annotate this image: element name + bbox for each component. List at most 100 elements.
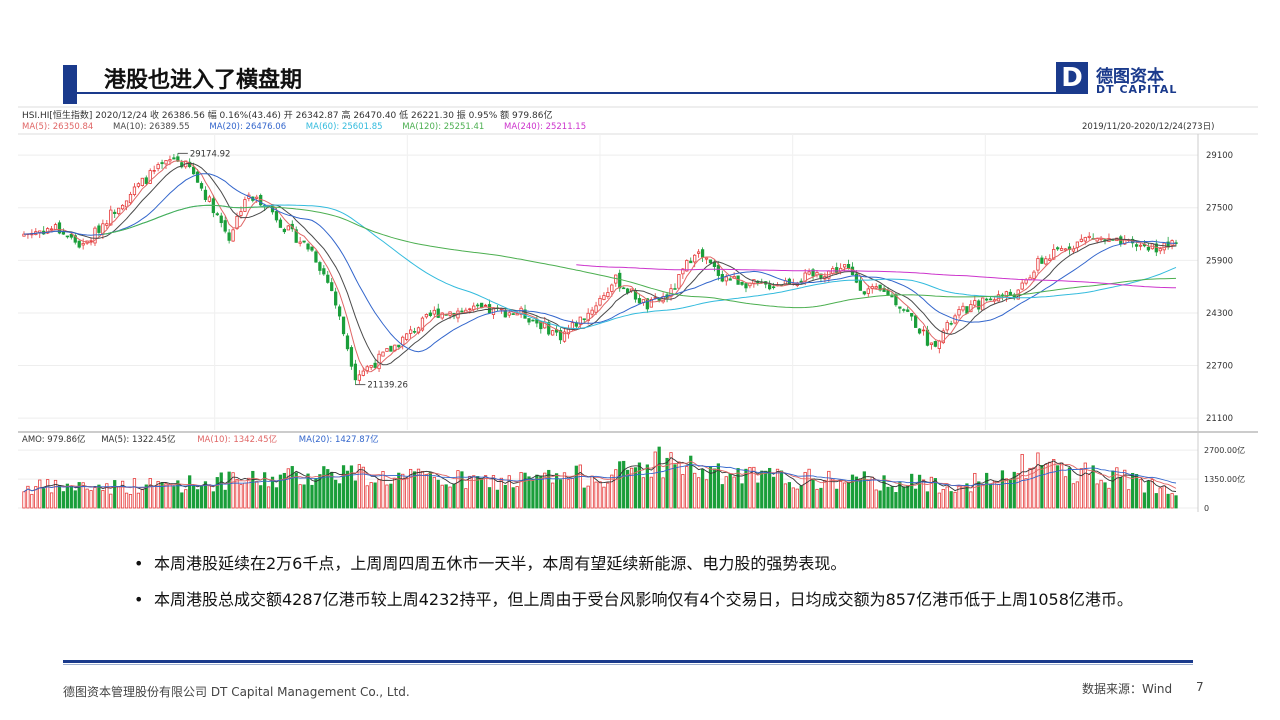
volume-bar bbox=[1048, 461, 1052, 509]
volume-bar bbox=[227, 471, 231, 509]
volume-bar bbox=[669, 452, 673, 509]
volume-bar bbox=[574, 465, 578, 509]
candle-body bbox=[531, 319, 535, 322]
volume-bar bbox=[551, 482, 555, 509]
volume-bar bbox=[263, 472, 267, 509]
candle-body bbox=[740, 281, 744, 285]
volume-bar bbox=[929, 476, 934, 509]
volume-bar bbox=[128, 494, 133, 509]
volume-bar bbox=[511, 487, 515, 509]
logo-chinese-name: 德图资本 bbox=[1096, 67, 1164, 87]
low-annotation: 21139.26 bbox=[367, 381, 408, 391]
volume-tick-label: 1350.00亿 bbox=[1204, 474, 1245, 484]
candle-body bbox=[906, 309, 910, 312]
volume-bar bbox=[424, 474, 429, 509]
volume-bar bbox=[700, 468, 705, 509]
candle-body bbox=[799, 280, 803, 283]
candle-body bbox=[460, 310, 464, 313]
candle-body bbox=[677, 274, 681, 289]
candle-body bbox=[349, 347, 354, 367]
candle-body bbox=[657, 298, 661, 301]
ma-line bbox=[23, 162, 1177, 366]
volume-bar bbox=[985, 472, 989, 509]
candle-body bbox=[337, 306, 342, 317]
volume-bar bbox=[1166, 493, 1170, 509]
volume-bar bbox=[144, 484, 148, 509]
volume-bar bbox=[365, 485, 369, 509]
volume-bar bbox=[113, 480, 117, 509]
volume-bar bbox=[523, 472, 527, 509]
candle-body bbox=[1056, 247, 1060, 250]
candle-body bbox=[917, 328, 922, 334]
volume-bar bbox=[81, 482, 85, 509]
candle-body bbox=[428, 312, 432, 317]
candle-body bbox=[314, 251, 318, 263]
candle-body bbox=[298, 241, 302, 244]
volume-bar bbox=[219, 472, 223, 509]
volume-bar bbox=[1115, 467, 1119, 509]
candle-body bbox=[160, 162, 164, 165]
volume-bar bbox=[310, 484, 314, 509]
volume-bar bbox=[152, 485, 156, 509]
volume-bar bbox=[1044, 464, 1048, 509]
candle-body bbox=[878, 284, 882, 291]
volume-bar bbox=[172, 486, 176, 509]
volume-bar bbox=[799, 485, 803, 509]
candle-body bbox=[1162, 242, 1166, 251]
bullet-list: • 本周港股延续在2万6千点，上周周四周五休市一天半，本周有望延续新能源、电力股… bbox=[130, 553, 1180, 625]
candle-body bbox=[977, 300, 981, 310]
candle-body bbox=[46, 228, 50, 234]
volume-bar bbox=[231, 472, 235, 509]
candle-body bbox=[606, 292, 610, 297]
volume-bar bbox=[412, 471, 417, 509]
volume-bar bbox=[917, 474, 922, 509]
candle-body bbox=[310, 246, 314, 251]
volume-bar bbox=[156, 481, 160, 509]
volume-bar bbox=[1138, 479, 1143, 509]
volume-tick-label: 0 bbox=[1204, 504, 1209, 512]
candle-body bbox=[1032, 271, 1036, 279]
candle-body bbox=[49, 228, 54, 231]
volume-bar bbox=[835, 488, 839, 509]
candle-body bbox=[73, 235, 77, 243]
page-number: 7 bbox=[1196, 680, 1204, 694]
candle-body bbox=[1024, 279, 1028, 284]
candle-body bbox=[949, 322, 953, 325]
volume-bar bbox=[732, 476, 736, 509]
volume-bar bbox=[531, 479, 535, 509]
volume-bar bbox=[566, 479, 571, 509]
volume-bar bbox=[716, 463, 720, 509]
volume-bar bbox=[476, 476, 480, 509]
volume-bar bbox=[578, 464, 582, 509]
volume-bar bbox=[341, 465, 346, 509]
candle-body bbox=[961, 305, 965, 311]
volume-bar bbox=[132, 478, 137, 509]
volume-bar bbox=[945, 486, 949, 509]
candle-body bbox=[957, 309, 961, 316]
candle-body bbox=[195, 171, 200, 183]
volume-bar bbox=[614, 469, 618, 509]
candle-body bbox=[408, 329, 413, 334]
volume-bar bbox=[448, 486, 452, 509]
volume-bar bbox=[1028, 467, 1032, 509]
candle-body bbox=[255, 196, 259, 199]
volume-bar bbox=[677, 461, 681, 509]
candle-body bbox=[681, 268, 685, 275]
candle-body bbox=[1059, 248, 1064, 251]
volume-bar bbox=[487, 487, 492, 509]
volume-bar bbox=[886, 486, 890, 509]
chart-header-quote: HSI.HI[恒生指数] 2020/12/24 收 26386.56 幅 0.1… bbox=[22, 109, 552, 121]
volume-bar bbox=[1170, 493, 1174, 509]
volume-bar bbox=[1052, 459, 1056, 509]
candle-body bbox=[929, 342, 934, 345]
volume-bar bbox=[633, 467, 638, 509]
volume-bar bbox=[298, 484, 302, 509]
volume-bar bbox=[1146, 480, 1151, 509]
volume-bar bbox=[361, 466, 365, 509]
volume-bar bbox=[882, 475, 886, 509]
candle-body bbox=[334, 291, 338, 306]
ma-line bbox=[23, 173, 1177, 353]
volume-bar bbox=[1158, 487, 1162, 509]
volume-bar bbox=[472, 475, 476, 509]
candle-body bbox=[602, 295, 606, 300]
